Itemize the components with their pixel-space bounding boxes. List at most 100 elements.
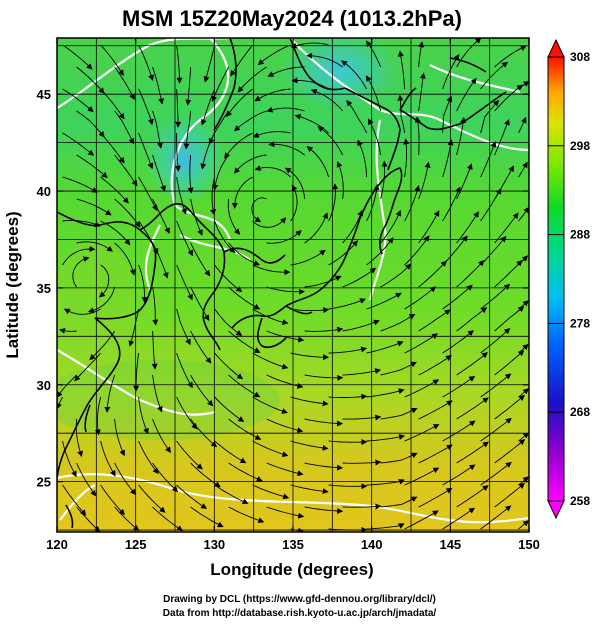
streamline [100,484,125,516]
streamline [456,259,485,288]
streamline [290,42,329,49]
streamline [62,176,98,193]
streamline [100,132,125,164]
streamline [230,44,253,77]
streamline [152,418,171,454]
streamline [306,146,330,178]
streamline [404,424,440,442]
streamline [138,396,149,435]
cold-area-manchuria [145,115,225,205]
streamline [456,352,488,376]
streamline [152,286,159,326]
streamline [494,45,527,68]
streamline [342,414,382,421]
streamline [368,118,382,156]
streamline [190,242,211,277]
streamline [94,396,102,436]
streamline [456,397,489,420]
streamline [214,484,249,505]
streamline [266,330,305,343]
streamline [114,66,135,101]
streamline [152,462,179,493]
streamline [227,198,241,235]
colorbar-tick-label: 308 [570,50,590,64]
streamline [87,286,116,314]
streamline [304,506,344,514]
streamline [397,50,406,90]
streamline [442,375,476,398]
streamline [480,328,511,354]
streamline [442,507,476,530]
streamline [304,418,344,427]
streamline [480,283,511,310]
streamline [62,220,101,228]
streamline [152,506,183,532]
streamline [365,75,382,112]
streamline [366,523,405,530]
streamline [190,506,224,528]
streamline [187,154,194,194]
streamline [114,506,140,532]
streamline [366,479,405,486]
streamline [456,38,482,68]
streamline [128,308,140,347]
streamline [456,441,489,464]
streamline [138,88,154,126]
colorbar-gradient [548,57,564,501]
streamline [226,88,253,118]
streamline [342,319,380,332]
streamline [214,308,243,336]
colorbar: 308 298 288 278 268 258 [547,38,590,520]
streamline [310,88,343,112]
streamline [418,210,440,244]
streamline [228,374,261,398]
streamline [190,374,214,407]
streamline [403,138,410,178]
streamline [89,330,115,361]
streamline [152,110,163,149]
streamline [76,66,105,94]
x-axis-ticks: 120 125 130 135 140 145 150 [46,38,540,552]
streamline [237,66,267,93]
streamline [138,176,158,212]
streamline [494,394,525,420]
streamline [228,462,263,482]
streamline [418,260,447,288]
streamline [176,176,187,215]
streamline [190,198,203,236]
streamline [214,264,243,293]
streamline [480,99,500,134]
streamline [456,211,479,244]
x-tick-label: 130 [203,537,225,552]
y-tick-label: 25 [37,475,51,490]
streamline [328,393,368,400]
streamline [418,444,453,464]
streamline [76,241,113,252]
streamline [328,183,339,222]
streamline [214,352,244,380]
streamline [342,267,377,288]
streamline [75,418,83,458]
x-tick-label: 125 [125,537,147,552]
streamline [357,139,368,178]
y-tick-label: 35 [37,281,51,296]
streamline [304,374,344,381]
streamline [175,88,182,128]
streamline [418,487,453,508]
streamline [442,186,461,222]
streamline [100,440,116,477]
plot-area [56,37,530,533]
warm-area-china-coast [57,240,135,360]
streamline [380,209,401,244]
streamline [494,350,525,376]
streamline [252,352,289,370]
streamline [252,440,289,458]
streamline [114,418,125,457]
streamline [114,110,135,145]
streamline [252,217,287,228]
streamline [494,259,523,288]
streamline [414,116,421,156]
streamline [284,167,306,200]
streamline [480,373,512,398]
